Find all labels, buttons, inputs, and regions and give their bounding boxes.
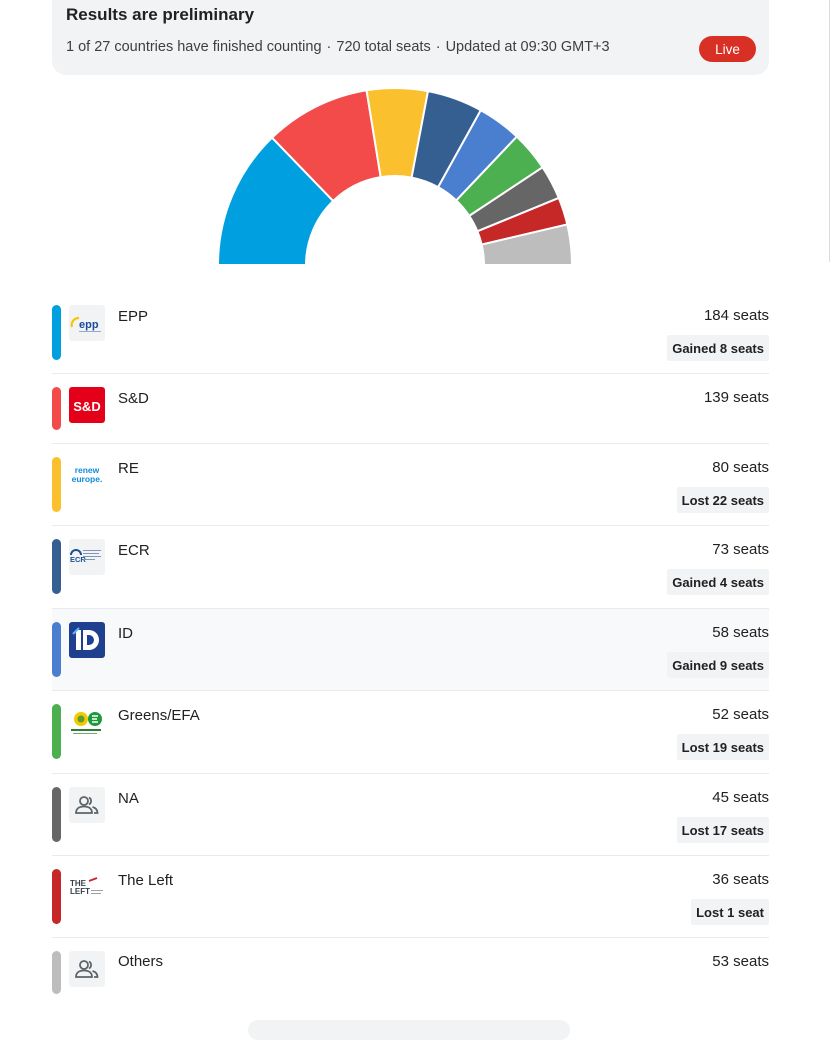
- the-left-logo: THE LEFT: [69, 869, 105, 905]
- results-meta: 1 of 27 countries have finished counting…: [66, 39, 610, 55]
- svg-text:LEFT: LEFT: [70, 887, 90, 896]
- party-row-id[interactable]: ID 58 seats Gained 9 seats: [52, 609, 769, 691]
- party-name: ECR: [118, 542, 150, 559]
- seat-change-badge: Lost 17 seats: [676, 817, 769, 843]
- seat-change-badge: Gained 8 seats: [667, 335, 769, 361]
- party-results-list: epp EPP 184 seats Gained 8 seats S&D S&D…: [52, 292, 769, 1008]
- svg-text:renew: renew: [75, 465, 100, 475]
- seat-hemicycle-chart: [215, 85, 575, 270]
- party-row-the-left[interactable]: THE LEFT The Left 36 seats Lost 1 seat: [52, 856, 769, 938]
- total-seats: 720 total seats: [336, 39, 431, 55]
- hemicycle-segment-others[interactable]: [480, 223, 574, 266]
- show-more-button[interactable]: [248, 1020, 570, 1040]
- live-badge[interactable]: Live: [699, 36, 756, 62]
- party-seats: 36 seats: [712, 871, 769, 888]
- party-row-greens-efa[interactable]: Greens/EFA 52 seats Lost 19 seats: [52, 691, 769, 774]
- party-seats: 139 seats: [703, 389, 769, 406]
- party-color-bar: [52, 305, 61, 360]
- party-seats: 184 seats: [703, 307, 769, 324]
- id-logo: [69, 622, 105, 658]
- party-row-epp[interactable]: epp EPP 184 seats Gained 8 seats: [52, 292, 769, 374]
- renew-europe-logo: renew europe.: [69, 457, 105, 493]
- party-name: EPP: [118, 308, 149, 325]
- party-row-sd[interactable]: S&D S&D 139 seats: [52, 374, 769, 444]
- party-name: RE: [118, 460, 139, 477]
- party-row-ecr[interactable]: ECR ECR 73 seats Gained 4 seats: [52, 526, 769, 609]
- seat-change-badge: Lost 22 seats: [676, 487, 769, 513]
- party-name: NA: [118, 790, 139, 807]
- party-name: The Left: [118, 872, 174, 889]
- results-title: Results are preliminary: [66, 5, 255, 24]
- people-icon: [69, 951, 105, 987]
- party-seats: 52 seats: [712, 706, 769, 723]
- countries-status: 1 of 27 countries have finished counting: [66, 39, 322, 55]
- party-name: Greens/EFA: [118, 707, 200, 724]
- sd-logo: S&D: [69, 387, 105, 423]
- party-name: S&D: [118, 390, 149, 407]
- svg-text:europe.: europe.: [72, 474, 103, 484]
- party-color-bar: [52, 622, 61, 677]
- scrollbar-track: [829, 0, 830, 262]
- updated-time: Updated at 09:30 GMT+3: [445, 39, 610, 55]
- seat-change-badge: Lost 1 seat: [691, 899, 769, 925]
- party-row-re[interactable]: renew europe. RE 80 seats Lost 22 seats: [52, 444, 769, 526]
- party-seats: 73 seats: [712, 541, 769, 558]
- party-seats: 53 seats: [712, 953, 769, 970]
- party-color-bar: [52, 869, 61, 924]
- seat-change-badge: Lost 19 seats: [676, 734, 769, 760]
- party-seats: 58 seats: [712, 624, 769, 641]
- ecr-logo: ECR: [69, 539, 105, 575]
- party-seats: 80 seats: [712, 459, 769, 476]
- party-name: Others: [118, 953, 164, 970]
- party-color-bar: [52, 539, 61, 594]
- svg-text:S&D: S&D: [73, 399, 100, 414]
- people-icon: [69, 787, 105, 823]
- svg-text:ECR: ECR: [70, 555, 86, 564]
- party-row-others[interactable]: Others 53 seats: [52, 938, 769, 1008]
- party-color-bar: [52, 951, 61, 994]
- epp-logo: epp: [69, 305, 105, 341]
- results-status-card: Results are preliminary 1 of 27 countrie…: [52, 0, 769, 75]
- party-color-bar: [52, 787, 61, 842]
- svg-text:epp: epp: [79, 319, 99, 331]
- seat-change-badge: Gained 9 seats: [667, 652, 769, 678]
- svg-text:THE: THE: [70, 879, 87, 888]
- greens-efa-logo: [69, 704, 105, 740]
- seat-change-badge: Gained 4 seats: [667, 569, 769, 595]
- meta-separator: ·: [435, 39, 441, 55]
- party-color-bar: [52, 704, 61, 759]
- party-row-na[interactable]: NA 45 seats Lost 17 seats: [52, 774, 769, 856]
- party-name: ID: [118, 625, 133, 642]
- party-color-bar: [52, 387, 61, 430]
- party-seats: 45 seats: [712, 789, 769, 806]
- meta-separator: ·: [326, 39, 332, 55]
- party-color-bar: [52, 457, 61, 512]
